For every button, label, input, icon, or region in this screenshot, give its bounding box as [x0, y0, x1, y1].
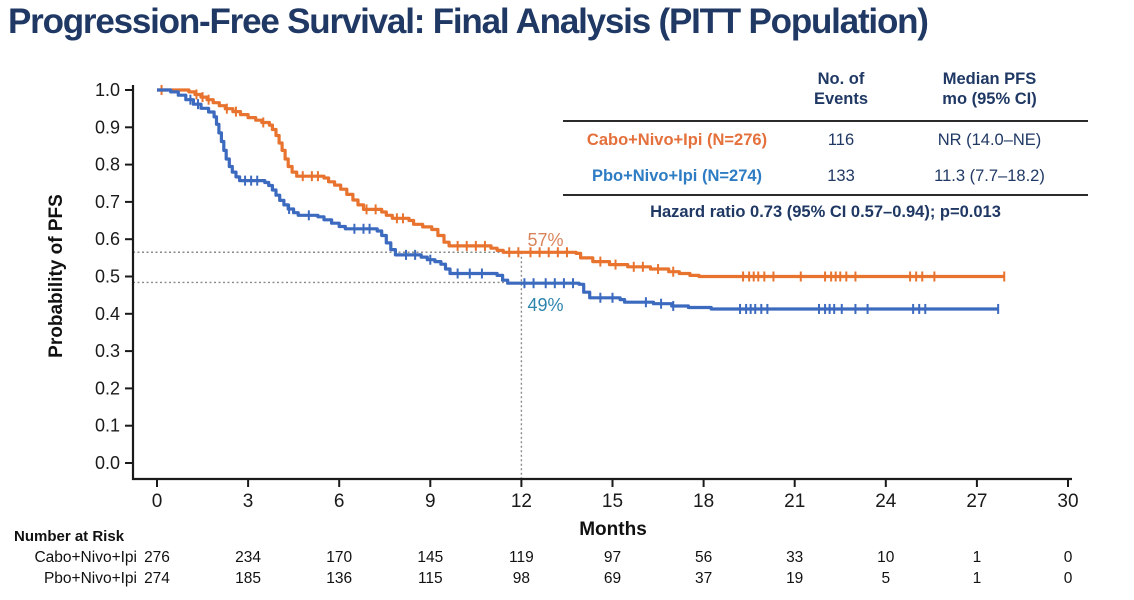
risk-value: 37	[695, 570, 712, 587]
x-tick-label: 27	[966, 491, 987, 512]
summary-header-events: No. of Events	[813, 70, 869, 108]
risk-value: 119	[509, 549, 534, 566]
summary-header-row: No. of Events Median PFS mo (95% CI)	[563, 70, 1088, 120]
summary-row-pbo: Pbo+Nivo+Ipi (N=274) 133 11.3 (7.7–18.2)	[563, 158, 1088, 194]
risk-value: 98	[513, 570, 530, 587]
axes	[131, 85, 1072, 481]
summary-table: No. of Events Median PFS mo (95% CI) Cab…	[563, 70, 1088, 222]
y-tick-label: 0.4	[95, 304, 120, 324]
risk-value: 185	[235, 570, 261, 587]
y-tick-label: 1.0	[95, 80, 120, 100]
y-tick-label: 0.7	[95, 192, 120, 212]
x-tick-label: 24	[875, 491, 897, 512]
risk-value: 5	[881, 570, 890, 587]
summary-rule-top	[563, 120, 1088, 122]
annotation-57pct: 57%	[527, 230, 563, 250]
risk-value: 1	[973, 570, 982, 587]
risk-value: 33	[786, 549, 803, 566]
y-tick-label: 0.6	[95, 229, 120, 249]
summary-rule-bottom	[563, 194, 1088, 196]
summary-cabo-label: Cabo+Nivo+Ipi (N=276)	[586, 130, 768, 149]
annotation-49pct: 49%	[527, 295, 563, 315]
risk-value: 97	[604, 549, 621, 566]
y-axis-title: Probability of PFS	[46, 194, 67, 358]
risk-value: 145	[417, 549, 443, 566]
x-tick-label: 30	[1057, 491, 1078, 512]
risk-value: 136	[326, 570, 352, 587]
x-axis-title: Months	[579, 519, 647, 540]
risk-value: 170	[326, 549, 352, 566]
x-tick-label: 21	[784, 491, 805, 512]
y-tick-label: 0.2	[95, 378, 120, 398]
summary-header-median: Median PFS mo (95% CI)	[942, 70, 1037, 108]
x-tick-label: 9	[425, 491, 436, 512]
risk-value: 115	[418, 570, 443, 587]
risk-value: 69	[604, 570, 621, 587]
x-tick-label: 6	[334, 491, 345, 512]
x-tick-label: 12	[511, 491, 532, 512]
summary-pbo-events: 133	[827, 166, 855, 185]
risk-value: 276	[144, 549, 170, 566]
risk-value: 10	[877, 549, 895, 566]
risk-value: 274	[144, 570, 170, 587]
y-tick-label: 0.9	[95, 117, 120, 137]
risk-value: 19	[786, 570, 803, 587]
summary-cabo-median: NR (14.0–NE)	[937, 130, 1042, 149]
summary-pbo-median: 11.3 (7.7–18.2)	[934, 166, 1045, 185]
number-at-risk-title: Number at Risk	[14, 528, 125, 545]
x-tick-label: 0	[152, 491, 163, 512]
x-tick-label: 18	[693, 491, 714, 512]
risk-value: 56	[695, 549, 712, 566]
y-tick-label: 0.3	[95, 341, 120, 361]
y-tick-label: 0.0	[95, 453, 120, 473]
summary-pbo-label: Pbo+Nivo+Ipi (N=274)	[591, 166, 763, 185]
x-tick-label: 15	[602, 491, 623, 512]
km-curve-pbo	[157, 88, 999, 311]
risk-value: 0	[1064, 549, 1073, 566]
summary-cabo-events: 116	[827, 130, 855, 149]
km-curve-cabo	[157, 88, 1005, 279]
summary-row-cabo: Cabo+Nivo+Ipi (N=276) 116 NR (14.0–NE)	[563, 122, 1088, 158]
risk-row-label-pbo: Pbo+Nivo+Ipi	[44, 570, 137, 587]
risk-value: 0	[1064, 570, 1073, 587]
y-tick-label: 0.1	[95, 416, 120, 436]
x-tick-label: 3	[243, 491, 254, 512]
risk-value: 1	[973, 549, 982, 566]
risk-row-label-cabo: Cabo+Nivo+Ipi	[34, 549, 137, 566]
y-tick-label: 0.8	[95, 155, 120, 175]
page-title: Progression-Free Survival: Final Analysi…	[8, 2, 929, 41]
hazard-ratio-text: Hazard ratio 0.73 (95% CI 0.57–0.94); p=…	[650, 203, 1001, 221]
risk-value: 234	[235, 549, 261, 566]
y-tick-label: 0.5	[95, 267, 120, 287]
